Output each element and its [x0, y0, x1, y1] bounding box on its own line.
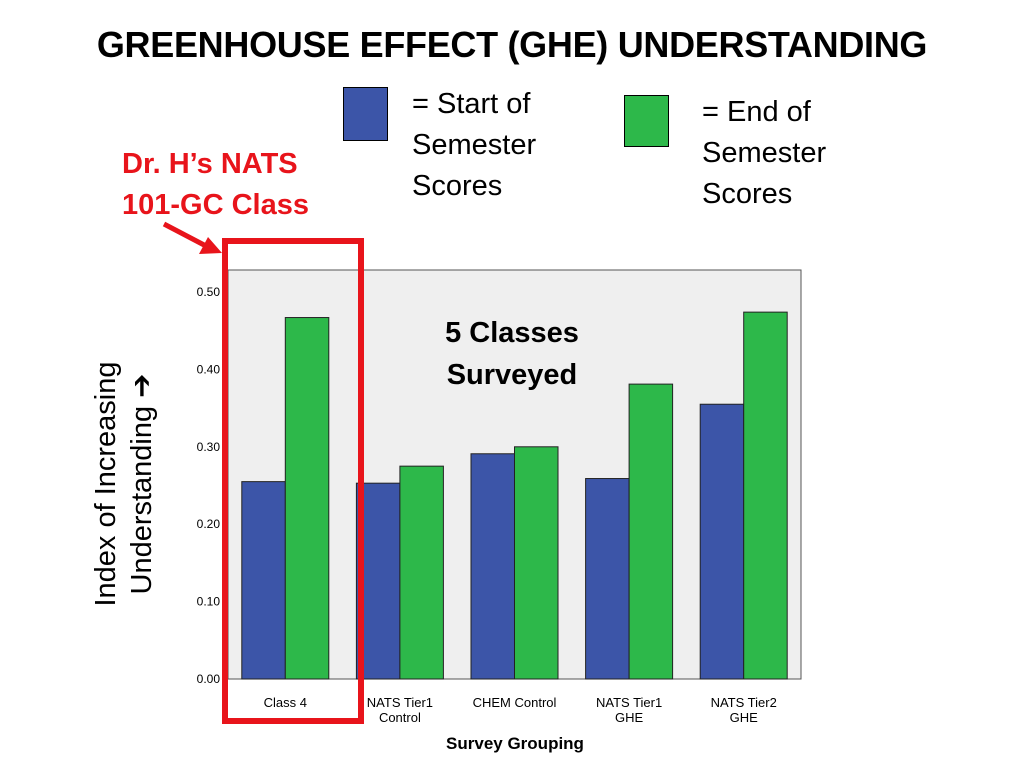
y-tick-label: 0.10 — [197, 595, 221, 609]
legend-label-end: = End of Semester Scores — [702, 96, 827, 210]
legend-swatch-end — [624, 95, 669, 147]
bar-end-4 — [628, 383, 674, 680]
bar-start-1 — [241, 481, 286, 680]
y-tick-label: 0.20 — [197, 517, 221, 531]
bar-end-2 — [399, 465, 444, 680]
bar-end-1 — [284, 317, 330, 680]
bars — [241, 311, 788, 680]
y-axis-label: Index of Increasing Understanding ➔ — [90, 361, 158, 607]
x-tick-label: CHEM Control — [473, 695, 557, 710]
chart-title: GREENHOUSE EFFECT (GHE) UNDERSTANDING — [96, 24, 928, 65]
x-tick-label: Class 4 — [264, 695, 307, 710]
y-tick-label: 0.30 — [197, 440, 221, 454]
bar-end-5 — [743, 311, 788, 680]
legend-swatch-start — [343, 87, 388, 141]
x-tick-label: NATS Tier1 Control — [367, 695, 433, 725]
x-tick-label: NATS Tier2 GHE — [711, 695, 777, 725]
bar-start-4 — [585, 478, 630, 680]
x-axis-label: Survey Grouping — [446, 734, 584, 753]
bar-start-3 — [470, 453, 515, 680]
bar-start-5 — [699, 403, 745, 680]
class-annotation: Dr. H’s NATS 101-GC Class — [122, 148, 309, 221]
bar-end-3 — [514, 446, 559, 680]
x-axis: Class 4 NATS Tier1 Control CHEM Control NATS… — [264, 695, 777, 725]
highlight-box — [222, 238, 364, 724]
legend-label-start: = Start of Semester Scores — [412, 88, 537, 202]
x-tick-label: NATS Tier1 GHE — [596, 695, 662, 725]
y-tick-label: 0.00 — [197, 672, 221, 686]
y-tick-label: 0.40 — [197, 362, 221, 376]
y-tick-label: 0.50 — [197, 285, 221, 299]
classes-callout: 5 Classes Surveyed — [445, 317, 579, 391]
